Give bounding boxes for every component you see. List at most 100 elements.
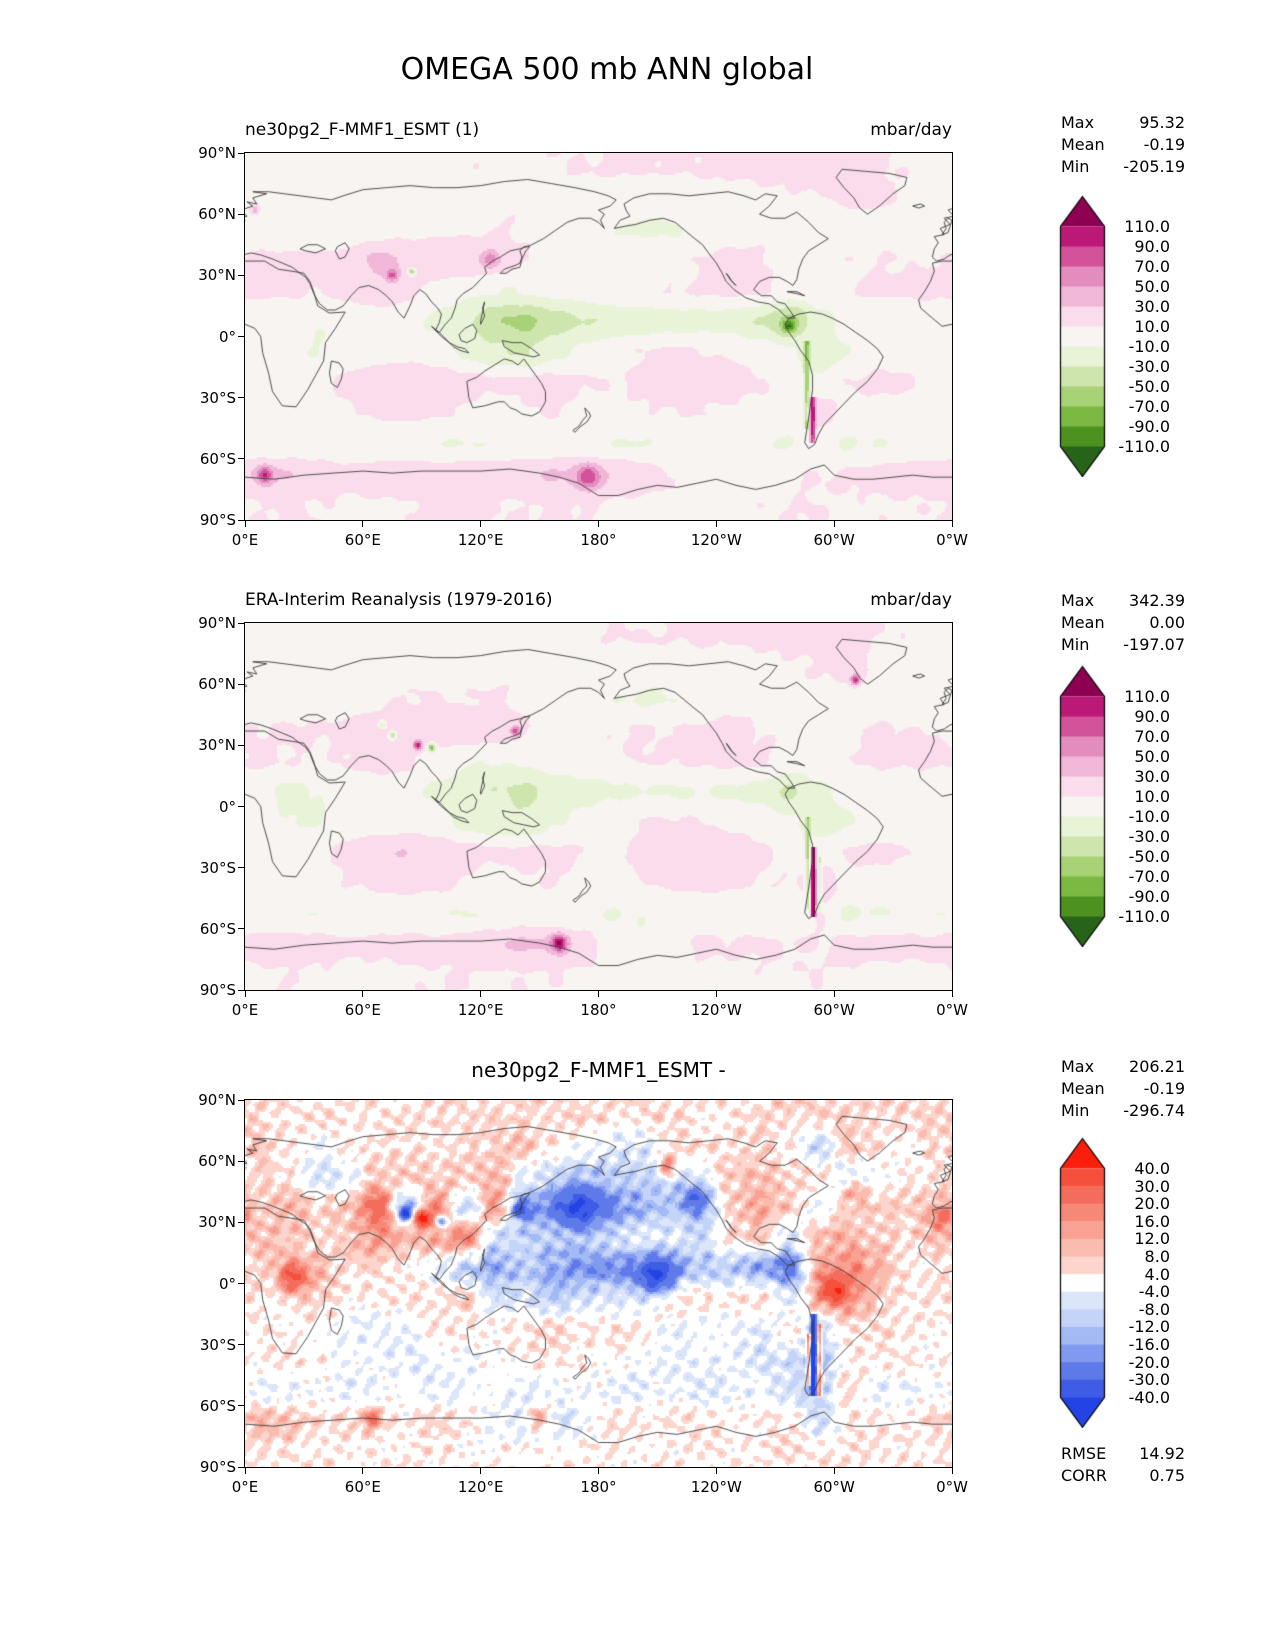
y-axis-tick-label: 90°S bbox=[199, 981, 236, 999]
colorbar-tick-label: -40.0 bbox=[1128, 1387, 1170, 1407]
colorbar-tick-label: -90.0 bbox=[1128, 887, 1170, 906]
colorbar-tick-label: 16.0 bbox=[1134, 1211, 1170, 1231]
x-axis-tick-label: 120°E bbox=[457, 1478, 504, 1496]
colorbar-tick-label: -30.0 bbox=[1128, 1370, 1170, 1390]
colorbar-tick-label: -10.0 bbox=[1128, 337, 1170, 356]
x-axis-tick-label: 120°E bbox=[457, 531, 504, 549]
x-axis-tick-label: 180° bbox=[580, 1001, 617, 1019]
y-axis-tick-label: 30°N bbox=[198, 1213, 236, 1232]
x-axis-tick-mark bbox=[833, 521, 835, 527]
y-axis-tick-label: 90°S bbox=[199, 1458, 236, 1476]
y-axis-tick-mark bbox=[238, 152, 244, 154]
y-axis-tick-label: 90°N bbox=[198, 144, 236, 162]
y-axis-tick-mark bbox=[238, 683, 244, 685]
y-axis-tick-label: 30°S bbox=[199, 388, 236, 407]
y-axis-tick-mark bbox=[238, 1344, 244, 1346]
x-axis-tick-mark bbox=[598, 1468, 599, 1474]
stat-value: -0.19 bbox=[1143, 135, 1185, 154]
colorbar-tick-label: 30.0 bbox=[1134, 767, 1170, 786]
y-axis-tick-mark bbox=[238, 1466, 244, 1468]
colorbar-tick-label: -30.0 bbox=[1128, 827, 1170, 846]
colorbar bbox=[1059, 195, 1106, 477]
y-axis-tick-label: 90°N bbox=[198, 614, 236, 632]
metric-value: 0.75 bbox=[1149, 1466, 1185, 1485]
stat-label: Min bbox=[1061, 635, 1090, 654]
stat-label: Mean bbox=[1061, 135, 1105, 154]
colorbar-tick-label: -90.0 bbox=[1128, 417, 1170, 436]
y-axis-tick-label: 90°S bbox=[199, 511, 236, 529]
metric-rmse: RMSE 14.92 bbox=[1061, 1444, 1185, 1463]
colorbar-tick-label: 12.0 bbox=[1134, 1229, 1170, 1249]
stat-label: Mean bbox=[1061, 613, 1105, 632]
y-axis-tick-label: 60°S bbox=[199, 449, 236, 468]
x-axis-tick-mark bbox=[480, 991, 482, 997]
y-axis-tick-label: 60°S bbox=[199, 1396, 236, 1415]
colorbar-tick-label: 30.0 bbox=[1134, 1176, 1170, 1196]
stat-value: -0.19 bbox=[1143, 1079, 1185, 1098]
x-axis-tick-mark bbox=[480, 1468, 482, 1474]
map-canvas bbox=[244, 622, 953, 991]
y-axis-tick-label: 60°S bbox=[199, 919, 236, 938]
stat-label: Max bbox=[1061, 591, 1095, 610]
y-axis-tick-label: 30°S bbox=[199, 1335, 236, 1354]
colorbar-tick-label: 10.0 bbox=[1134, 317, 1170, 336]
y-axis-tick-mark bbox=[238, 1283, 244, 1284]
x-axis-tick-mark bbox=[362, 1468, 364, 1474]
panel-title: ERA-Interim Reanalysis (1979-2016) bbox=[245, 590, 553, 610]
stat-max: Max 342.39 bbox=[1061, 591, 1185, 610]
x-axis-tick-label: 60°E bbox=[344, 1001, 381, 1019]
x-axis-tick-mark bbox=[362, 521, 364, 527]
x-axis-tick-label: 120°E bbox=[457, 1001, 504, 1019]
stat-value: -205.19 bbox=[1123, 157, 1185, 176]
colorbar-tick-label: 90.0 bbox=[1134, 237, 1170, 256]
x-axis-tick-label: 0°W bbox=[936, 1001, 968, 1019]
x-axis-tick-mark bbox=[833, 991, 835, 997]
stat-mean: Mean -0.19 bbox=[1061, 1079, 1185, 1098]
stat-mean: Mean 0.00 bbox=[1061, 613, 1185, 632]
colorbar-tick-label: 70.0 bbox=[1134, 727, 1170, 746]
x-axis-tick-label: 60°W bbox=[813, 1478, 855, 1496]
y-axis-tick-label: 60°N bbox=[198, 1152, 236, 1171]
y-axis-tick-mark bbox=[238, 519, 244, 521]
colorbar-tick-label: 110.0 bbox=[1124, 217, 1170, 236]
colorbar-tick-label: 50.0 bbox=[1134, 277, 1170, 296]
colorbar-tick-label: 20.0 bbox=[1134, 1194, 1170, 1214]
x-axis-tick-mark bbox=[598, 991, 599, 997]
x-axis-tick-label: 60°W bbox=[813, 1001, 855, 1019]
units-label: mbar/day bbox=[870, 120, 952, 140]
stat-value: 95.32 bbox=[1139, 113, 1185, 132]
colorbar-tick-label: 4.0 bbox=[1144, 1264, 1170, 1284]
stat-max: Max 206.21 bbox=[1061, 1057, 1185, 1076]
colorbar-tick-label: 10.0 bbox=[1134, 787, 1170, 806]
x-axis-tick-label: 0°W bbox=[936, 1478, 968, 1496]
colorbar-tick-label: -50.0 bbox=[1128, 847, 1170, 866]
stat-mean: Mean -0.19 bbox=[1061, 135, 1185, 154]
y-axis-tick-label: 30°N bbox=[198, 266, 236, 285]
x-axis-tick-mark bbox=[362, 991, 364, 997]
map-canvas bbox=[244, 1099, 953, 1468]
y-axis-tick-mark bbox=[238, 336, 244, 337]
y-axis-tick-label: 60°N bbox=[198, 675, 236, 694]
y-axis-tick-mark bbox=[238, 806, 244, 807]
y-axis-tick-label: 30°S bbox=[199, 858, 236, 877]
stat-min: Min -296.74 bbox=[1061, 1101, 1185, 1120]
colorbar-tick-label: -16.0 bbox=[1128, 1335, 1170, 1354]
y-axis-tick-label: 30°N bbox=[198, 736, 236, 755]
panel-title: ne30pg2_F-MMF1_ESMT (1) bbox=[245, 120, 480, 140]
y-axis-tick-mark bbox=[238, 1405, 244, 1407]
colorbar-tick-label: 70.0 bbox=[1134, 257, 1170, 276]
y-axis-tick-mark bbox=[238, 397, 244, 399]
colorbar-tick-label: -50.0 bbox=[1128, 377, 1170, 396]
x-axis-tick-mark bbox=[480, 521, 482, 527]
y-axis-tick-label: 0° bbox=[218, 1274, 236, 1293]
stat-min: Min -197.07 bbox=[1061, 635, 1185, 654]
stat-label: Min bbox=[1061, 157, 1090, 176]
colorbar-tick-label: -4.0 bbox=[1138, 1282, 1170, 1302]
metric-label: RMSE bbox=[1061, 1444, 1107, 1463]
x-axis-tick-label: 60°W bbox=[813, 531, 855, 549]
units-label: mbar/day bbox=[870, 590, 952, 610]
y-axis-tick-mark bbox=[238, 213, 244, 215]
stat-value: 206.21 bbox=[1129, 1057, 1185, 1076]
y-axis-tick-mark bbox=[238, 622, 244, 624]
colorbar-tick-label: 8.0 bbox=[1144, 1247, 1170, 1266]
